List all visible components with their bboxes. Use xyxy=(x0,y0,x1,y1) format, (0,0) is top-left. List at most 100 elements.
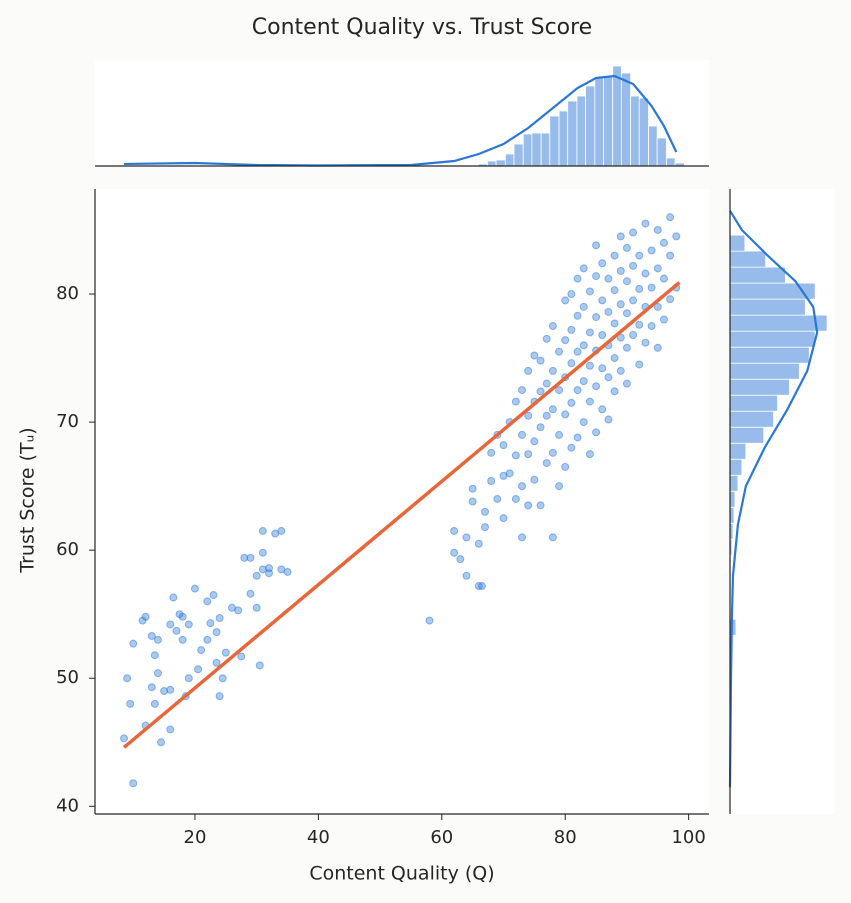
histogram-bar xyxy=(729,458,743,476)
scatter-point xyxy=(659,274,668,283)
histogram-bar xyxy=(729,330,816,348)
scatter-point xyxy=(524,450,533,459)
histogram-bar xyxy=(522,133,533,167)
scatter-point xyxy=(604,373,613,382)
y-tick-label: 60 xyxy=(56,539,79,560)
scatter-point xyxy=(573,347,582,356)
scatter-point xyxy=(616,366,625,375)
scatter-point xyxy=(555,347,564,356)
scatter-point xyxy=(579,377,588,386)
scatter-point xyxy=(215,692,224,701)
histogram-bar xyxy=(594,77,604,167)
scatter-point xyxy=(536,387,545,396)
scatter-point xyxy=(169,593,178,602)
scatter-point xyxy=(561,296,570,305)
scatter-point xyxy=(462,571,471,580)
scatter-point xyxy=(462,533,471,542)
scatter-point xyxy=(255,661,264,670)
scatter-point xyxy=(126,699,135,708)
scatter-point xyxy=(567,398,576,407)
scatter-point xyxy=(555,482,564,491)
scatter-point xyxy=(653,343,662,352)
histogram-bar xyxy=(729,426,765,444)
scatter-point xyxy=(641,338,650,347)
scatter-point xyxy=(672,232,681,241)
scatter-point xyxy=(641,269,650,278)
scatter-point xyxy=(258,565,267,574)
scatter-point xyxy=(592,272,601,281)
scatter-point xyxy=(579,302,588,311)
scatter-point xyxy=(592,382,601,391)
scatter-point xyxy=(542,411,551,420)
scatter-point xyxy=(511,494,520,503)
scatter-point xyxy=(666,213,675,222)
scatter-point xyxy=(592,313,601,322)
scatter-point xyxy=(610,319,619,328)
scatter-point xyxy=(666,295,675,304)
scatter-point xyxy=(450,526,459,535)
histogram-bar xyxy=(729,250,767,268)
scatter-point xyxy=(240,553,249,562)
scatter-point xyxy=(518,430,527,439)
scatter-point xyxy=(277,526,286,535)
histogram-bar xyxy=(585,85,596,167)
scatter-point xyxy=(530,437,539,446)
histogram-bar xyxy=(729,266,786,284)
scatter-point xyxy=(212,658,221,667)
scatter-point xyxy=(425,616,434,625)
scatter-point xyxy=(120,734,129,743)
scatter-point xyxy=(635,284,644,293)
scatter-point xyxy=(505,469,514,478)
histogram-bar xyxy=(729,234,746,252)
scatter-point xyxy=(524,366,533,375)
scatter-point xyxy=(548,405,557,414)
scatter-point xyxy=(604,307,613,316)
scatter-point xyxy=(518,386,527,395)
histogram-bar xyxy=(603,75,614,167)
scatter-point xyxy=(258,526,267,535)
scatter-point xyxy=(456,555,465,564)
scatter-point xyxy=(123,674,132,683)
scatter-point xyxy=(659,238,668,247)
scatter-point xyxy=(622,309,631,318)
scatter-point xyxy=(215,614,224,623)
x-axis-label: Content Quality (Q) xyxy=(309,863,494,885)
scatter-point xyxy=(585,328,594,337)
scatter-point xyxy=(499,441,508,450)
scatter-point xyxy=(252,571,261,580)
kde-curve xyxy=(123,74,678,167)
scatter-point xyxy=(561,336,570,345)
histogram-bar xyxy=(666,157,676,167)
scatter-point xyxy=(166,620,175,629)
histogram-bar xyxy=(567,100,578,167)
scatter-point xyxy=(573,311,582,320)
scatter-point xyxy=(647,246,656,255)
scatter-point xyxy=(542,379,551,388)
histogram-bar xyxy=(729,474,739,492)
scatter-point xyxy=(530,351,539,360)
scatter-point xyxy=(555,386,564,395)
kde-curve xyxy=(728,210,819,788)
scatter-point xyxy=(653,302,662,311)
scatter-point xyxy=(622,243,631,252)
scatter-point xyxy=(468,497,477,506)
scatter-point xyxy=(610,286,619,295)
scatter-point xyxy=(542,334,551,343)
y-tick-label: 40 xyxy=(56,795,79,816)
scatter-point xyxy=(246,589,255,598)
histogram-bar xyxy=(531,132,542,167)
scatter-point xyxy=(468,484,477,493)
scatter-point xyxy=(616,333,625,342)
y-tick-label: 50 xyxy=(56,667,79,688)
scatter-point xyxy=(499,514,508,523)
scatter-point xyxy=(221,648,230,657)
scatter-point xyxy=(548,448,557,457)
histogram-bar xyxy=(513,143,524,167)
scatter-point xyxy=(567,359,576,368)
scatter-point xyxy=(209,590,218,599)
scatter-point xyxy=(573,433,582,442)
histogram-bar xyxy=(487,160,497,167)
histogram-bar xyxy=(729,490,736,508)
scatter-point xyxy=(610,354,619,363)
